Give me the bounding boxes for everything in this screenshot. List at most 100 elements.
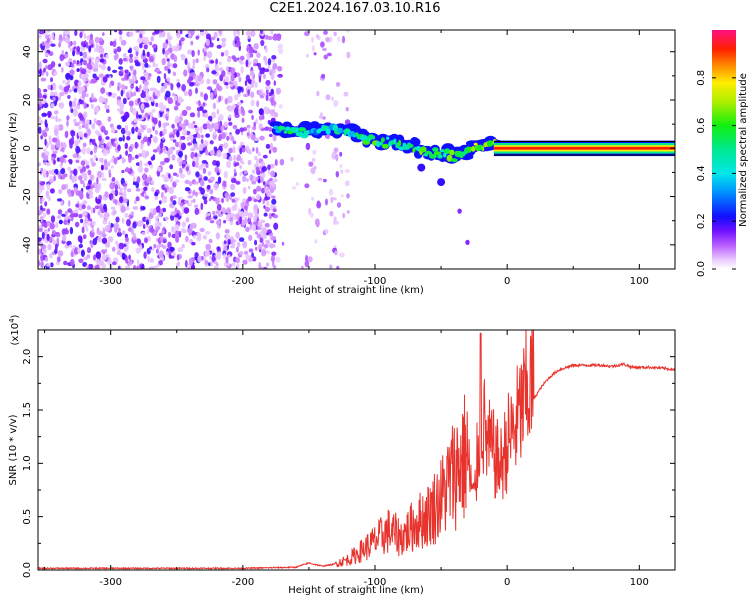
- noise-dot: [138, 114, 142, 119]
- noise-dot: [262, 198, 266, 205]
- signal-blob-core: [449, 149, 455, 156]
- noise-dot: [87, 247, 91, 254]
- noise-dot: [83, 102, 87, 110]
- noise-dot: [245, 30, 251, 37]
- noise-dot: [342, 212, 346, 219]
- noise-dot: [259, 67, 265, 75]
- noise-dot: [43, 132, 48, 138]
- noise-dot: [165, 90, 171, 98]
- noise-dot: [50, 215, 56, 223]
- noise-dot: [101, 253, 107, 260]
- noise-dot: [133, 69, 137, 76]
- noise-dot: [91, 161, 96, 167]
- noise-dot: [94, 264, 100, 269]
- noise-dot: [228, 156, 233, 162]
- noise-dot: [290, 156, 294, 162]
- noise-dot: [121, 217, 125, 224]
- noise-dot: [273, 265, 277, 269]
- noise-dot: [246, 44, 250, 49]
- noise-dot: [217, 176, 222, 184]
- noise-dot: [142, 49, 146, 57]
- noise-dot: [86, 35, 91, 41]
- noise-dot: [199, 227, 205, 233]
- noise-dot: [133, 55, 139, 61]
- noise-dot: [67, 200, 71, 207]
- noise-dot: [60, 168, 66, 175]
- x-tick-label: -200: [231, 276, 254, 287]
- noise-dot: [233, 30, 237, 37]
- noise-dot: [248, 248, 254, 253]
- noise-dot: [258, 62, 262, 71]
- noise-dot: [111, 126, 116, 134]
- noise-dot: [50, 43, 56, 47]
- snr-frame: [37, 329, 676, 571]
- noise-dot: [150, 96, 154, 103]
- noise-dot: [205, 231, 211, 235]
- noise-dot: [262, 233, 267, 240]
- noise-dot: [74, 221, 80, 228]
- noise-dot: [126, 218, 131, 227]
- noise-dot: [180, 227, 186, 233]
- noise-dot: [206, 51, 213, 59]
- noise-dot: [223, 253, 226, 259]
- noise-dot: [56, 256, 61, 263]
- noise-dot: [77, 247, 81, 254]
- noise-dot: [247, 196, 252, 202]
- noise-dot: [145, 150, 150, 157]
- noise-dot: [259, 176, 264, 183]
- noise-dot: [221, 41, 226, 48]
- noise-dot: [140, 142, 144, 150]
- noise-dot: [223, 208, 228, 214]
- noise-dot: [192, 223, 197, 229]
- noise-dot: [80, 99, 84, 105]
- noise-dot: [50, 103, 55, 108]
- noise-dot: [193, 143, 198, 149]
- noise-dot: [65, 72, 71, 80]
- noise-dot: [69, 214, 75, 218]
- noise-dot: [89, 150, 93, 155]
- noise-dot: [270, 195, 276, 199]
- noise-dot: [98, 45, 103, 54]
- noise-dot: [137, 128, 143, 133]
- noise-dot: [204, 250, 210, 257]
- noise-dot: [121, 156, 125, 164]
- noise-dot: [47, 112, 51, 119]
- noise-dot: [224, 82, 229, 86]
- noise-dot: [311, 36, 314, 43]
- noise-dot: [162, 245, 167, 249]
- noise-dot: [266, 200, 270, 207]
- noise-dot: [132, 221, 137, 229]
- noise-dot: [99, 58, 105, 63]
- noise-dot: [335, 171, 339, 178]
- noise-dot: [190, 40, 194, 46]
- noise-dot: [162, 136, 165, 141]
- noise-dot: [86, 62, 92, 69]
- noise-dot: [212, 210, 216, 216]
- noise-dot: [242, 186, 247, 194]
- noise-dot: [70, 251, 74, 258]
- noise-dot: [271, 198, 277, 205]
- noise-dot: [205, 133, 211, 138]
- noise-dot: [58, 219, 63, 225]
- noise-dot: [143, 224, 146, 229]
- noise-dot: [266, 229, 272, 235]
- noise-dot: [87, 205, 91, 211]
- noise-dot: [151, 108, 156, 113]
- noise-dot: [207, 171, 212, 176]
- noise-dot: [50, 77, 53, 83]
- noise-dot: [200, 91, 204, 98]
- noise-dot: [90, 78, 97, 84]
- signal-blob-core: [359, 134, 368, 141]
- noise-dot: [117, 82, 121, 86]
- noise-dot: [236, 92, 241, 97]
- noise-dot: [38, 237, 43, 242]
- noise-dot: [177, 96, 183, 104]
- noise-dot: [253, 63, 257, 67]
- noise-dot: [61, 213, 67, 217]
- noise-dot: [264, 68, 270, 73]
- noise-dot: [121, 252, 126, 260]
- noise-dot: [232, 146, 236, 154]
- noise-dot: [126, 74, 129, 80]
- noise-dot: [125, 257, 129, 264]
- noise-dot: [258, 75, 262, 83]
